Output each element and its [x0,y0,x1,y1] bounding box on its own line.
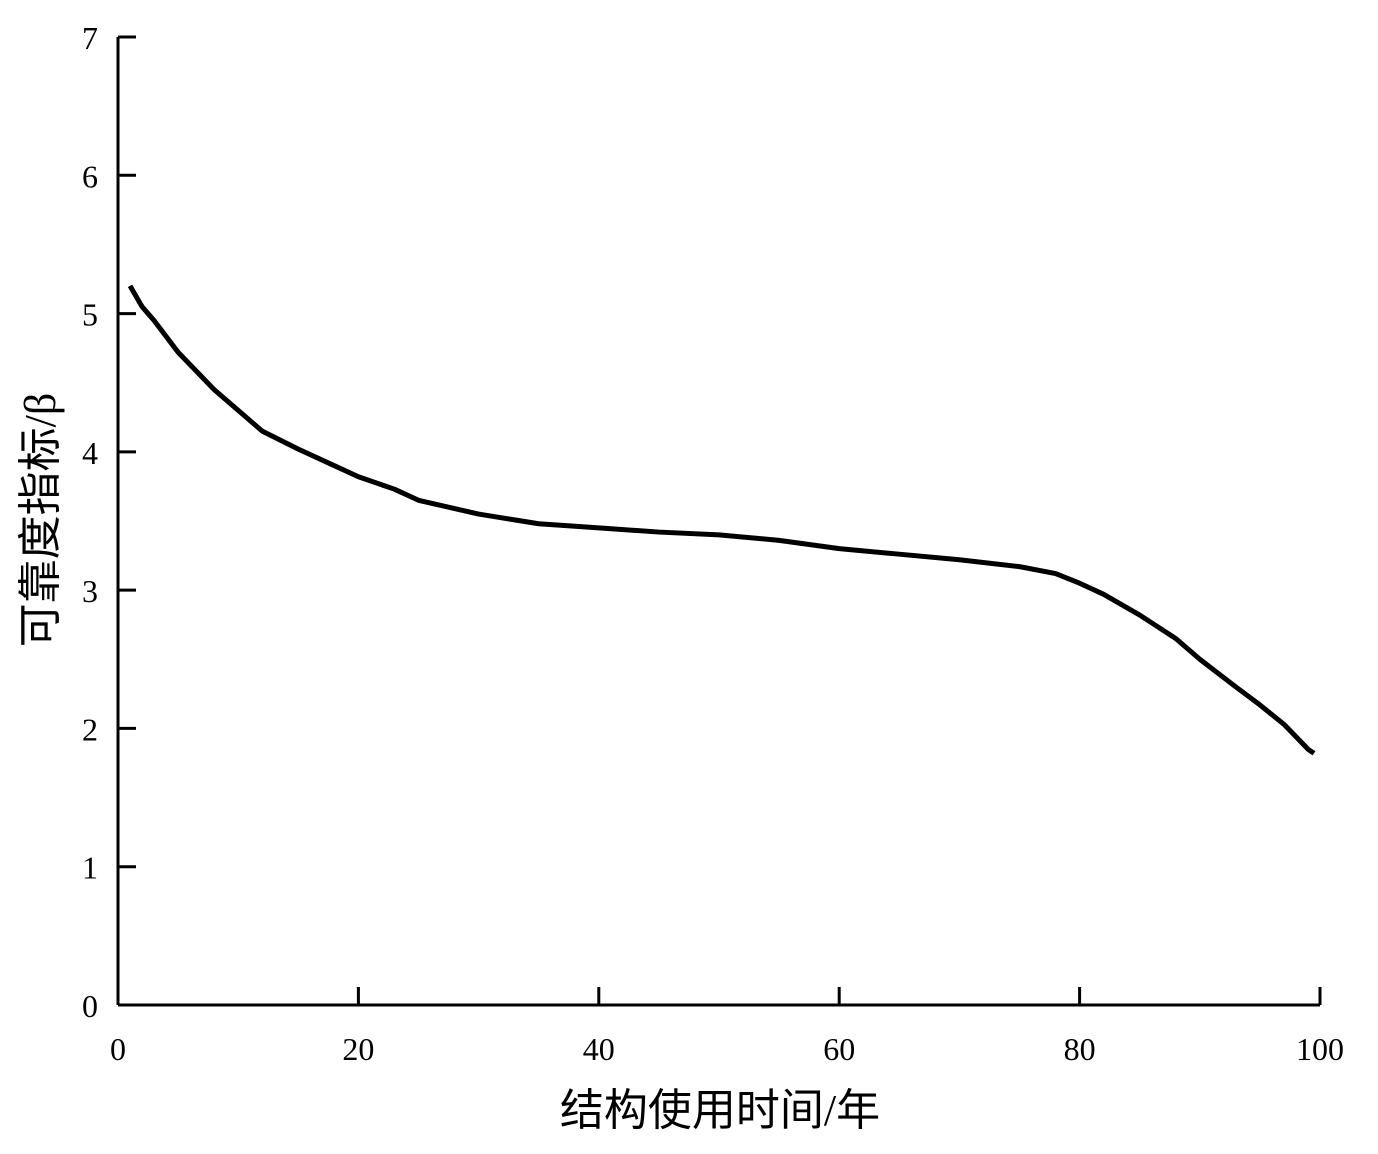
x-tick-label: 60 [823,1031,855,1067]
y-tick-label: 0 [82,988,98,1024]
x-tick-label: 100 [1296,1031,1344,1067]
x-tick-label: 80 [1064,1031,1096,1067]
x-tick-label: 20 [342,1031,374,1067]
y-tick-label: 6 [82,158,98,194]
y-tick-label: 4 [82,435,98,471]
y-tick-label: 1 [82,850,98,886]
y-tick-label: 7 [82,20,98,56]
data-line [127,284,1316,756]
x-tick-label: 40 [583,1031,615,1067]
y-tick-label: 2 [82,711,98,747]
y-tick-label: 5 [82,297,98,333]
y-tick-label: 3 [82,573,98,609]
x-tick-label: 0 [110,1031,126,1067]
x-axis-label: 结构使用时间/年 [560,1086,880,1135]
y-axis-label: 可靠度指标/β [16,393,65,648]
